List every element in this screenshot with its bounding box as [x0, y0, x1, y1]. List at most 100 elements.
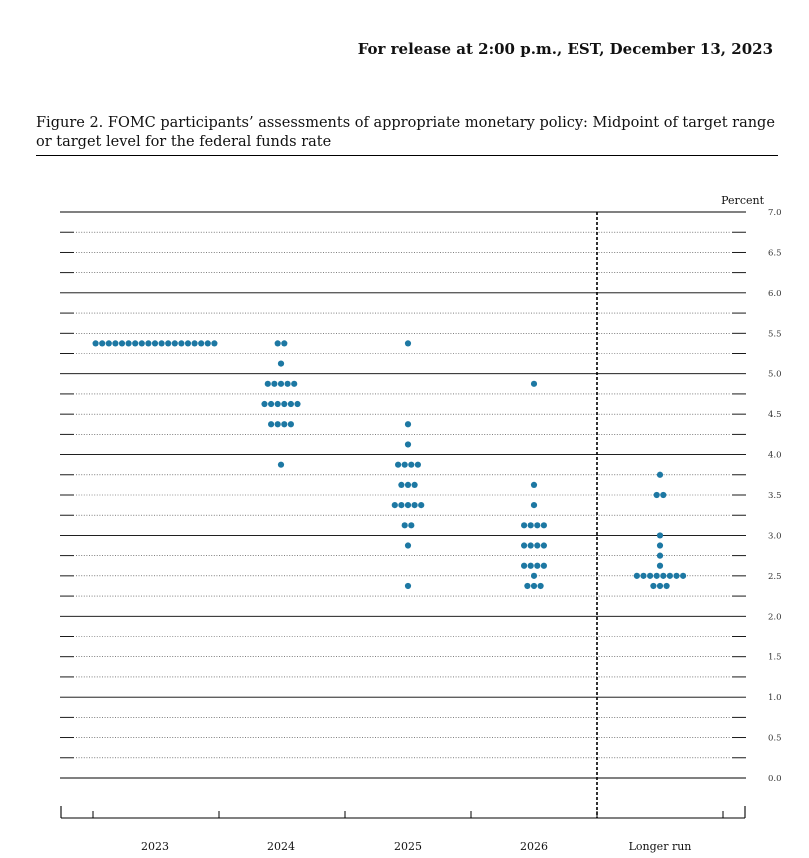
y-tick-label: 5.0 — [768, 370, 782, 380]
y-tick-label: 0.0 — [768, 774, 782, 784]
y-tick-label: 4.5 — [768, 410, 782, 420]
participant-dot — [171, 340, 178, 347]
participant-dot — [99, 340, 106, 347]
participant-dot — [211, 340, 218, 347]
y-tick-label: 3.0 — [768, 531, 782, 541]
participant-dot — [530, 380, 538, 387]
participant-dot — [395, 461, 402, 468]
y-tick-label: 6.0 — [768, 289, 782, 299]
grid-layer — [60, 211, 746, 779]
participant-dot — [268, 400, 275, 408]
category-label: 2025 — [394, 840, 422, 853]
participant-dot — [138, 340, 145, 347]
participant-dot — [640, 572, 647, 579]
participant-dot — [391, 502, 398, 509]
participant-dot — [656, 471, 664, 478]
participant-dot — [660, 572, 667, 579]
participant-dot — [274, 340, 281, 347]
participant-dot — [527, 542, 534, 549]
participant-dot — [530, 481, 538, 488]
participant-dot — [277, 461, 285, 468]
participant-dot — [656, 532, 664, 539]
y-tick-label: 6.5 — [768, 248, 782, 258]
participant-dot — [281, 421, 288, 428]
participant-dot — [524, 582, 531, 590]
participant-dot — [404, 421, 412, 428]
category-label: 2023 — [141, 840, 169, 853]
participant-dot — [540, 562, 548, 569]
participant-dot — [530, 572, 538, 579]
participant-dot — [408, 522, 415, 529]
participant-dot — [401, 461, 408, 468]
participant-dot — [271, 380, 278, 387]
participant-dot — [145, 340, 152, 347]
participant-dot — [184, 340, 192, 347]
participant-dot — [537, 582, 544, 590]
participant-dot — [291, 380, 298, 387]
participant-dot — [204, 340, 211, 347]
participant-dot — [411, 502, 418, 509]
participant-dot — [653, 572, 660, 579]
participant-dot — [274, 400, 281, 408]
participant-dot — [404, 481, 412, 488]
axis-layer — [60, 212, 746, 819]
participant-dot — [112, 340, 119, 347]
participant-dot — [656, 582, 664, 590]
participant-dot — [521, 522, 528, 529]
participant-dot — [294, 400, 301, 408]
participant-dot — [105, 340, 112, 347]
participant-dot — [284, 380, 291, 387]
participant-dot — [274, 421, 281, 428]
participant-dot — [540, 522, 548, 529]
participant-dot — [404, 582, 412, 590]
category-label: 2026 — [520, 840, 548, 853]
participant-dot — [404, 542, 412, 549]
participant-dot — [663, 582, 670, 590]
participant-dot — [650, 582, 657, 590]
y-tick-label: 5.5 — [768, 329, 782, 339]
participant-dot — [411, 481, 418, 488]
y-tick-label: 7.0 — [768, 208, 782, 218]
y-tick-label: 2.0 — [768, 612, 782, 622]
participant-dot — [132, 340, 139, 347]
labels-layer: 7.0 6.5 6.0 5.5 5.0 4.5 4.0 3.5 3.0 2.5 2.0 1.5 1.0 0… — [141, 194, 782, 853]
title-rule — [36, 155, 778, 156]
participant-dot — [656, 562, 664, 569]
participant-dot — [125, 340, 132, 347]
participant-dot — [118, 340, 126, 347]
participant-dot — [656, 542, 664, 549]
participant-dot — [530, 502, 538, 509]
y-tick-label: 1.5 — [768, 653, 782, 663]
participant-dot — [401, 522, 408, 529]
participant-dot — [527, 522, 534, 529]
participant-dot — [398, 481, 405, 488]
participant-dot — [673, 572, 680, 579]
participant-dot — [521, 542, 528, 549]
participant-dot — [633, 572, 641, 579]
y-tick-label: 4.0 — [768, 451, 782, 461]
participant-dot — [534, 522, 541, 529]
participant-dot — [521, 562, 528, 569]
participant-dot — [653, 491, 660, 499]
participant-dot — [660, 491, 667, 499]
y-tick-label: 3.5 — [768, 491, 782, 501]
participant-dot — [530, 582, 538, 590]
release-notice: For release at 2:00 p.m., EST, December … — [357, 40, 773, 58]
participant-dot — [191, 340, 198, 347]
participant-dot — [178, 340, 185, 347]
participant-dot — [418, 502, 425, 509]
participant-dot — [534, 542, 541, 549]
participant-dot — [198, 340, 205, 347]
participant-dot — [151, 340, 159, 347]
participant-dot — [287, 400, 294, 408]
unit-label: Percent — [721, 194, 764, 207]
y-tick-label: 2.5 — [768, 572, 782, 582]
participant-dot — [534, 562, 541, 569]
participant-dot — [92, 340, 99, 347]
participant-dot — [414, 461, 421, 468]
participant-dot — [277, 360, 285, 367]
participant-dot — [281, 340, 288, 347]
participant-dot — [165, 340, 172, 347]
participant-dot — [398, 502, 405, 509]
